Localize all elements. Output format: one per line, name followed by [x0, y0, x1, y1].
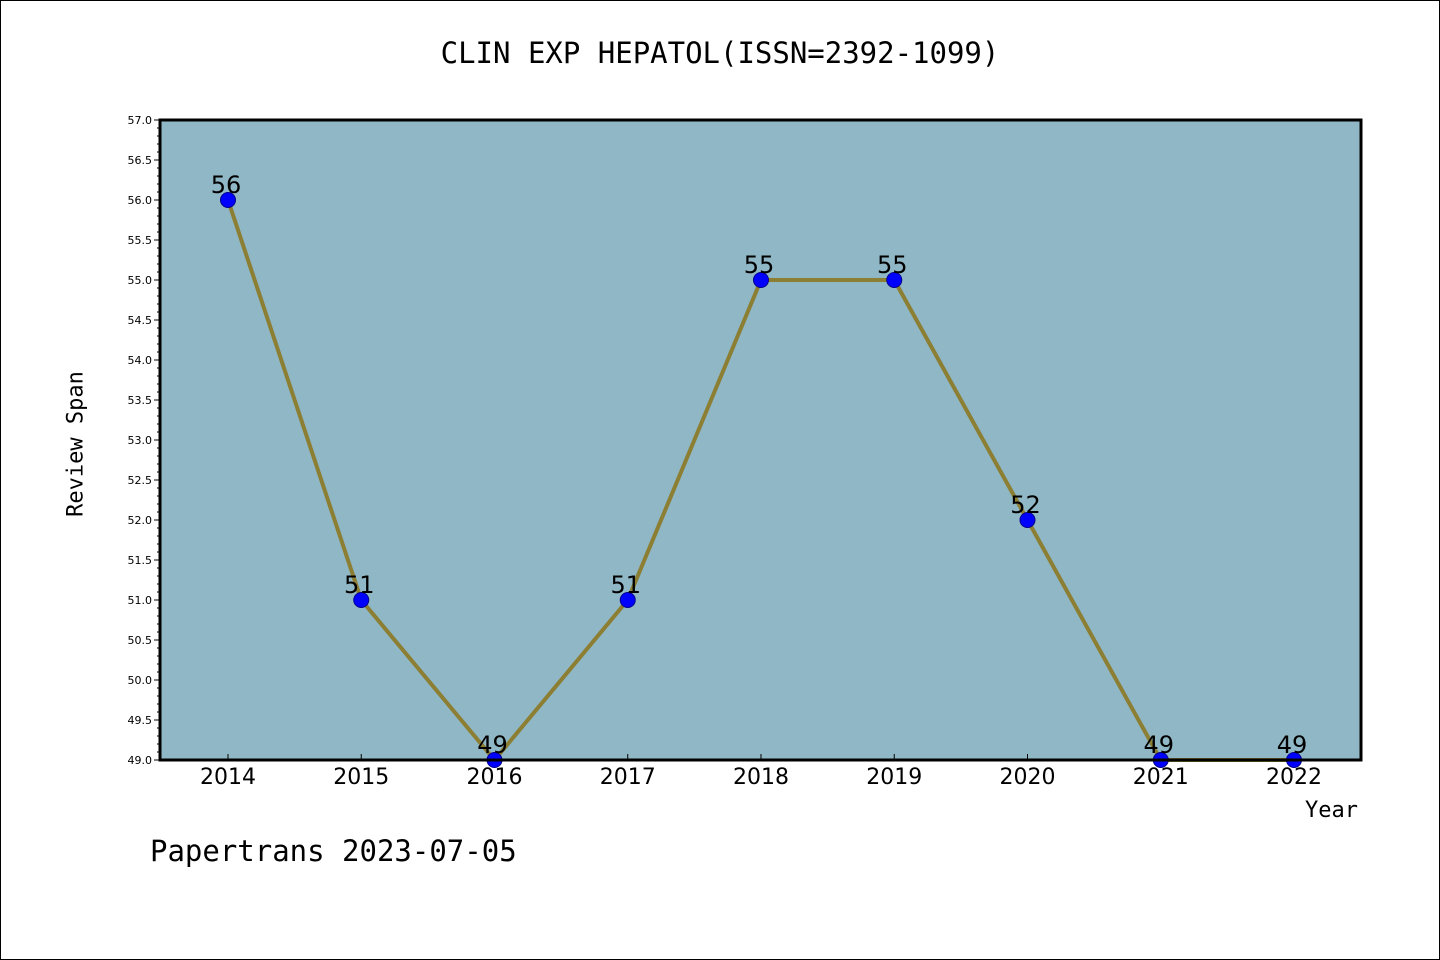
data-point	[619, 592, 636, 608]
y-tick-label: 51.0	[128, 594, 153, 607]
data-label: 49	[1143, 731, 1174, 759]
y-tick-label: 56.0	[128, 194, 153, 207]
footer-credit: Papertrans 2023-07-05	[150, 834, 517, 868]
y-tick-label: 55.5	[128, 234, 153, 247]
x-tick-label: 2016	[467, 765, 523, 790]
data-label: 52	[1010, 491, 1041, 519]
y-tick-label: 53.0	[128, 434, 153, 447]
y-tick-label: 49.0	[128, 754, 153, 767]
data-point	[353, 592, 370, 608]
data-label: 56	[211, 171, 242, 199]
data-label: 51	[610, 571, 641, 599]
data-label: 55	[877, 251, 908, 279]
y-tick-label: 49.5	[128, 714, 153, 727]
x-tick-label: 2022	[1266, 765, 1322, 790]
x-tick-label: 2019	[866, 765, 922, 790]
y-tick-label: 52.5	[128, 474, 153, 487]
y-tick-label: 50.0	[128, 674, 153, 687]
x-tick-label: 2018	[733, 765, 789, 790]
data-point	[1019, 512, 1036, 528]
y-tick-label: 54.0	[128, 354, 153, 367]
data-label: 51	[344, 571, 375, 599]
plot-area-background	[160, 120, 1361, 760]
y-tick-label: 52.0	[128, 514, 153, 527]
data-label: 49	[1277, 731, 1308, 759]
y-tick-label: 54.5	[128, 314, 153, 327]
x-tick-label: 2021	[1133, 765, 1189, 790]
y-tick-label: 56.5	[128, 154, 153, 167]
y-tick-label: 51.5	[128, 554, 153, 567]
x-tick-label: 2020	[1000, 765, 1056, 790]
data-point	[753, 272, 769, 288]
x-tick-label: 2014	[200, 765, 256, 790]
data-point	[220, 192, 236, 208]
x-tick-label: 2015	[333, 765, 389, 790]
x-axis-label: Year	[1305, 798, 1358, 823]
data-label: 55	[744, 251, 775, 279]
data-label: 49	[477, 731, 508, 759]
y-tick-label: 57.0	[128, 114, 153, 127]
data-point	[886, 272, 903, 288]
y-tick-label: 53.5	[128, 394, 153, 407]
plot-frame	[158, 118, 1363, 762]
y-tick-label: 55.0	[128, 274, 153, 287]
y-tick-label: 50.5	[128, 634, 153, 647]
chart-title: CLIN EXP HEPATOL(ISSN=2392-1099)	[440, 36, 1000, 70]
x-tick-label: 2017	[600, 765, 656, 790]
